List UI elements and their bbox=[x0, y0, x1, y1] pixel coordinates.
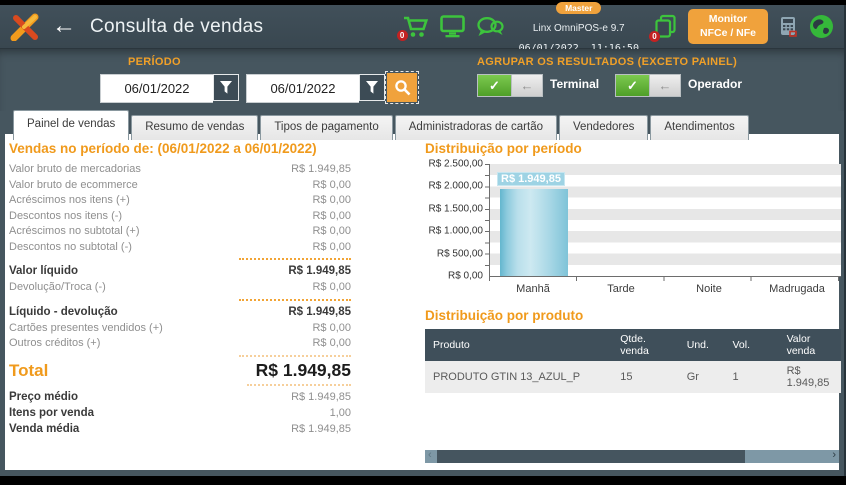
summary-row: Valor bruto de mercadorias R$ 1.949,85 bbox=[9, 163, 351, 175]
summary-row: Outros créditos (+) R$ 0,00 bbox=[9, 337, 351, 349]
app-version: Linx OmniPOS-e 9.7 bbox=[532, 22, 625, 34]
scroll-right-icon[interactable]: › bbox=[832, 449, 836, 461]
summary-row-valor-liquido: Valor líquido R$ 1.949,85 bbox=[9, 265, 351, 277]
y-tick-marks bbox=[485, 164, 489, 276]
chart-bar-slot bbox=[753, 164, 841, 276]
chart-plot-column: R$ 1.949,85 bbox=[485, 164, 841, 295]
summary-row-preco-medio: Preço médio R$ 1.949,85 bbox=[9, 390, 351, 403]
content-panel: Vendas no período de: (06/01/2022 a 06/0… bbox=[5, 134, 841, 470]
summary-row-itens-por-venda: Itens por venda 1,00 bbox=[9, 406, 351, 419]
chat-icon[interactable] bbox=[476, 16, 504, 38]
separator bbox=[247, 383, 351, 386]
total-row: Total R$ 1.949,85 bbox=[9, 360, 351, 381]
summary-row: Descontos nos itens (-) R$ 0,00 bbox=[9, 209, 351, 222]
summary-row: Acréscimos nos itens (+) R$ 0,00 bbox=[9, 194, 351, 206]
total-label: Total bbox=[9, 360, 49, 380]
sales-summary: Vendas no período de: (06/01/2022 a 06/0… bbox=[9, 141, 351, 437]
period-chart-title: Distribuição por período bbox=[425, 141, 582, 156]
arrow-left-icon: ← bbox=[649, 75, 680, 96]
summary-row: Valor bruto de ecommerce R$ 0,00 bbox=[9, 178, 351, 191]
header-datetime: 06/01/2022 11:16:50 bbox=[518, 42, 639, 54]
page-title: Consulta de vendas bbox=[90, 15, 264, 37]
period-label: PERÍODO bbox=[128, 56, 181, 68]
monitor-icon[interactable] bbox=[439, 15, 465, 38]
app-window: ← Consulta de vendas 0 bbox=[0, 1, 846, 476]
operador-toggle-label: Operador bbox=[688, 77, 743, 91]
scroll-left-icon[interactable]: ‹ bbox=[428, 449, 432, 461]
documents-icon[interactable]: 0 bbox=[648, 14, 677, 42]
chart-bar bbox=[499, 188, 568, 276]
tab-atendimentos[interactable]: Atendimentos bbox=[650, 115, 749, 140]
cart-icon[interactable]: 0 bbox=[396, 15, 429, 41]
distribution-panel: Distribuição por período R$ 2.500,00 R$ … bbox=[425, 141, 841, 393]
product-table: Produto Qtde. venda Und. Vol. Valor vend… bbox=[425, 329, 841, 393]
header-bar: ← Consulta de vendas 0 bbox=[0, 1, 844, 54]
tab-tipos-de-pagamento[interactable]: Tipos de pagamento bbox=[260, 115, 393, 140]
monitor-nfce-button[interactable]: Monitor NFCe / NFe bbox=[687, 9, 768, 44]
summary-row: Devolução/Troca (-) R$ 0,00 bbox=[9, 281, 351, 293]
chart-bar-slot bbox=[578, 164, 666, 276]
arrow-left-icon: ← bbox=[511, 75, 542, 96]
date-to-input[interactable] bbox=[246, 74, 359, 103]
filter-strip: PERÍODO AGRUPAR OS RESULTADOS (EXCETO PA… bbox=[0, 49, 844, 111]
cart-badge: 0 bbox=[396, 30, 408, 41]
chart-bar-slot bbox=[666, 164, 754, 276]
separator bbox=[239, 298, 351, 301]
globe-icon[interactable] bbox=[809, 14, 834, 39]
separator bbox=[239, 258, 351, 260]
date-from-control bbox=[100, 74, 239, 103]
tab-vendedores[interactable]: Vendedores bbox=[558, 115, 649, 140]
table-header-row: Produto Qtde. venda Und. Vol. Valor vend… bbox=[425, 329, 841, 361]
master-badge: Master bbox=[556, 1, 602, 15]
total-value: R$ 1.949,85 bbox=[255, 359, 351, 380]
chart-plot-area: R$ 1.949,85 bbox=[485, 164, 841, 277]
summary-row-venda-media: Venda média R$ 1.949,85 bbox=[9, 422, 351, 435]
terminal-toggle-label: Terminal bbox=[550, 77, 600, 91]
version-block: Master Linx OmniPOS-e 9.7 06/01/2022 11:… bbox=[519, 0, 639, 57]
x-tick-marks bbox=[489, 277, 841, 281]
product-table-title: Distribuição por produto bbox=[425, 308, 584, 323]
pos-terminal-icon[interactable] bbox=[779, 16, 798, 37]
horizontal-scrollbar[interactable]: ‹ › bbox=[425, 449, 839, 463]
linx-logo-icon bbox=[10, 13, 39, 41]
period-chart: R$ 2.500,00 R$ 2.000,00 R$ 1.500,00 R$ 1… bbox=[425, 158, 841, 295]
date-from-filter-icon[interactable] bbox=[213, 74, 239, 101]
back-arrow-icon[interactable]: ← bbox=[52, 11, 76, 39]
separator bbox=[239, 354, 351, 357]
search-button[interactable] bbox=[385, 71, 419, 104]
summary-row: Cartões presentes vendidos (+) R$ 0,00 bbox=[9, 321, 351, 334]
table-row[interactable]: PRODUTO GTIN 13_AZUL_P 15 Gr 1 R$ 1.949,… bbox=[425, 361, 841, 393]
chart-x-axis: Manhã Tarde Noite Madrugada bbox=[516, 283, 825, 295]
date-from-input[interactable] bbox=[100, 74, 213, 103]
summary-heading: Vendas no período de: (06/01/2022 a 06/0… bbox=[9, 141, 317, 156]
tab-bar: Painel de vendas Resumo de vendas Tipos … bbox=[13, 110, 751, 140]
documents-badge: 0 bbox=[648, 31, 660, 42]
summary-row-liquido-devolucao: Líquido - devolução R$ 1.949,85 bbox=[9, 305, 351, 318]
tab-resumo-de-vendas[interactable]: Resumo de vendas bbox=[131, 115, 259, 140]
tab-painel-de-vendas[interactable]: Painel de vendas bbox=[13, 110, 130, 140]
tab-administradoras-de-cartao[interactable]: Administradoras de cartão bbox=[394, 115, 557, 140]
header-icons: 0 Master Linx OmniPOS-e 9.7 bbox=[396, 0, 834, 57]
chart-bar-slot: R$ 1.949,85 bbox=[490, 164, 578, 276]
group-results-heading: AGRUPAR OS RESULTADOS (EXCETO PAINEL) bbox=[477, 56, 738, 68]
operador-toggle[interactable]: ✓ ← bbox=[615, 74, 681, 97]
bar-value-label: R$ 1.949,85 bbox=[497, 171, 565, 186]
check-icon: ✓ bbox=[616, 75, 649, 96]
date-to-control bbox=[246, 74, 385, 103]
summary-row: Acréscimos no subtotal (+) R$ 0,00 bbox=[9, 225, 351, 237]
date-to-filter-icon[interactable] bbox=[359, 74, 385, 101]
scrollbar-thumb[interactable] bbox=[437, 450, 745, 463]
terminal-toggle[interactable]: ✓ ← bbox=[477, 74, 543, 97]
check-icon: ✓ bbox=[478, 75, 511, 96]
summary-row: Descontos no subtotal (-) R$ 0,00 bbox=[9, 240, 351, 253]
search-icon bbox=[394, 80, 410, 96]
chart-y-axis: R$ 2.500,00 R$ 2.000,00 R$ 1.500,00 R$ 1… bbox=[428, 158, 484, 282]
